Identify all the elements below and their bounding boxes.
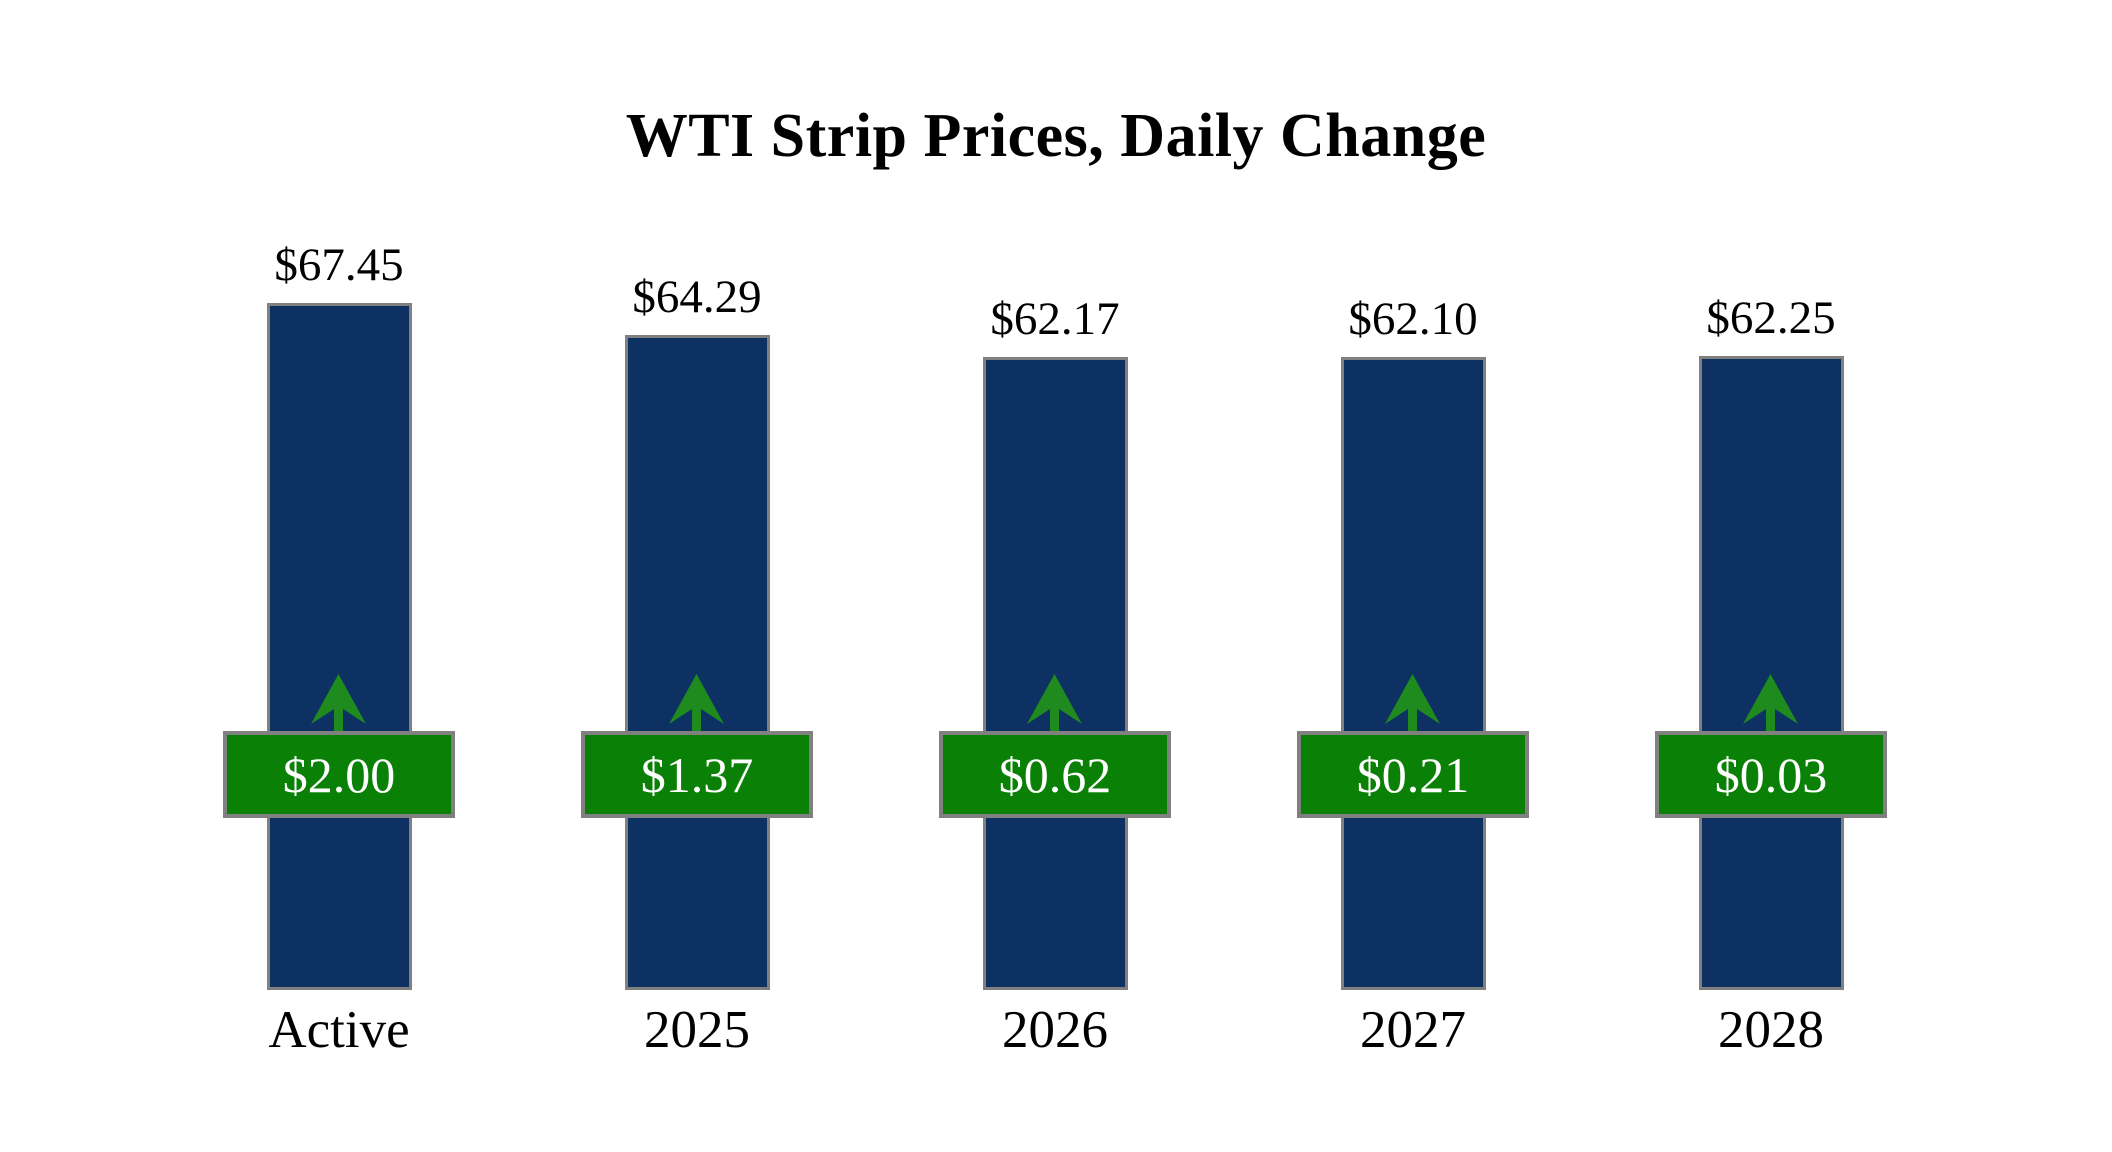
- change-badge: $0.21: [1297, 731, 1529, 818]
- bar-value-label: $62.25: [1706, 292, 1836, 344]
- category-label: 2026: [1002, 1001, 1108, 1059]
- chart-title: WTI Strip Prices, Daily Change: [625, 102, 1487, 170]
- up-arrow-icon: [311, 674, 366, 732]
- bar-value-label: $62.17: [990, 293, 1120, 345]
- change-badge: $0.62: [939, 731, 1171, 818]
- category-label: Active: [268, 1001, 410, 1059]
- up-arrow-icon: [1385, 674, 1440, 732]
- bar: [625, 335, 770, 990]
- change-badge: $0.03: [1655, 731, 1887, 818]
- bar-value-label: $67.45: [274, 239, 404, 291]
- change-badge-label: $0.21: [1356, 746, 1470, 803]
- up-arrow-icon: [1027, 674, 1082, 732]
- category-label: 2025: [644, 1001, 750, 1059]
- change-badge-label: $1.37: [640, 746, 754, 803]
- bar: [1699, 356, 1844, 990]
- change-badge: $2.00: [223, 731, 455, 818]
- change-badge: $1.37: [581, 731, 813, 818]
- change-badge-label: $0.03: [1714, 746, 1828, 803]
- bar-value-label: $64.29: [632, 271, 762, 323]
- bar: [267, 303, 412, 990]
- category-label: 2027: [1360, 1001, 1466, 1059]
- bar-value-label: $62.10: [1348, 293, 1478, 345]
- bar: [1341, 357, 1486, 990]
- up-arrow-icon: [1743, 674, 1798, 732]
- category-label: 2028: [1718, 1001, 1824, 1059]
- up-arrow-icon: [669, 674, 724, 732]
- bar: [983, 357, 1128, 990]
- change-badge-label: $0.62: [998, 746, 1112, 803]
- change-badge-label: $2.00: [282, 746, 396, 803]
